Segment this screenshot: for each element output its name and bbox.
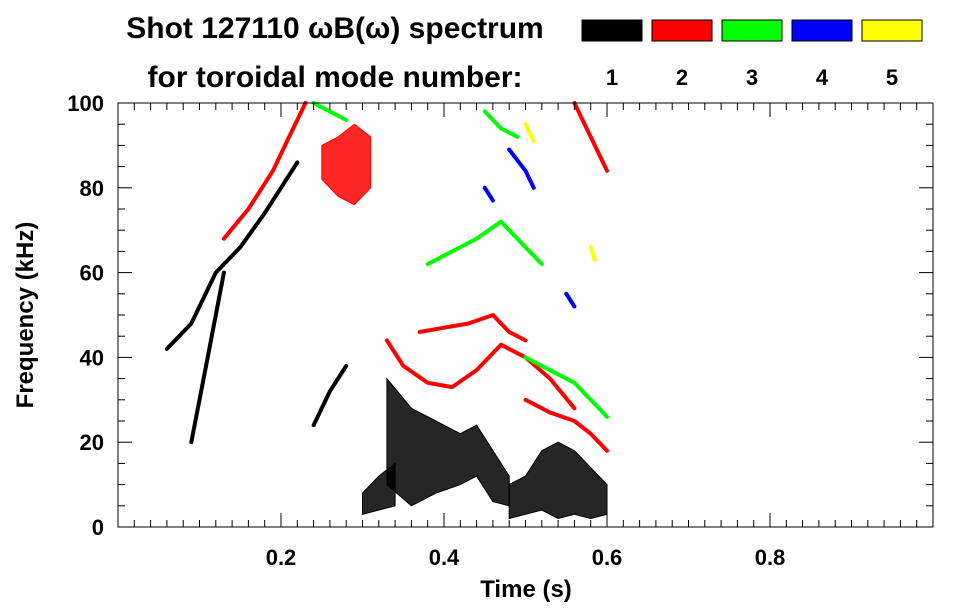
legend-label-mode-4: 4 — [816, 65, 829, 90]
mode-1-band-1 — [508, 441, 608, 520]
plot-frame — [117, 102, 934, 528]
x-tick-label: 0.2 — [266, 545, 297, 570]
series-mode-1 — [164, 160, 608, 520]
mode-1-band-0 — [386, 377, 510, 507]
mode-2-line-4 — [572, 101, 609, 173]
legend-swatch-mode-2 — [651, 19, 713, 42]
series-mode-5 — [523, 122, 597, 262]
mode-2-line-0 — [221, 101, 308, 241]
mode-1-band-2 — [362, 462, 396, 515]
y-tick-label: 60 — [80, 261, 104, 286]
mode-1-line-2 — [311, 363, 349, 428]
data-layer — [164, 101, 609, 520]
x-axis-title: Time (s) — [480, 576, 572, 603]
mode-1-line-1 — [189, 270, 226, 445]
y-tick-label: 20 — [80, 430, 104, 455]
legend-swatch-mode-4 — [791, 19, 853, 42]
y-tick-label: 80 — [80, 176, 104, 201]
mode-4-line-2 — [564, 291, 577, 309]
series-mode-3 — [311, 101, 609, 419]
chart-title-line1: Shot 127110 ωB(ω) spectrum — [126, 12, 543, 45]
mode-5-line-1 — [588, 245, 597, 262]
mode-4-line-0 — [507, 147, 536, 190]
x-tick-label: 0.8 — [755, 545, 786, 570]
axis-ticks: 0.2 0.4 0.6 0.8 0 20 40 60 80 100 — [67, 91, 933, 570]
series-mode-4 — [482, 147, 577, 309]
mode-3-line-3 — [523, 355, 609, 419]
legend-label-mode-2: 2 — [676, 65, 688, 90]
chart-title-line2: for toroidal mode number: — [148, 61, 523, 94]
legend-swatch-mode-3 — [721, 19, 783, 42]
x-tick-label: 0.4 — [429, 545, 460, 570]
mode-4-line-1 — [482, 185, 495, 203]
mode-3-line-1 — [482, 109, 520, 139]
legend-label-mode-3: 3 — [746, 65, 758, 90]
x-tick-label: 0.6 — [592, 545, 623, 570]
y-axis-title: Frequency (kHz) — [12, 222, 39, 409]
y-tick-label: 0 — [92, 515, 104, 540]
legend: 1 2 3 4 5 — [581, 19, 923, 90]
mode-2-line-3 — [523, 397, 609, 453]
mode-5-line-0 — [523, 122, 536, 144]
mode-3-line-0 — [425, 219, 544, 267]
y-tick-label: 100 — [67, 91, 104, 116]
legend-label-mode-1: 1 — [606, 65, 618, 90]
y-tick-label: 40 — [80, 345, 104, 370]
series-mode-2 — [221, 101, 609, 453]
legend-swatch-mode-5 — [861, 19, 923, 42]
mode-2-band-0 — [321, 123, 372, 206]
mode-2-line-1 — [384, 338, 577, 411]
mode-2-line-2 — [417, 313, 528, 343]
mode-1-line-0 — [164, 160, 300, 351]
legend-swatch-mode-1 — [581, 19, 643, 42]
mode-3-line-2 — [311, 101, 349, 122]
legend-label-mode-5: 5 — [886, 65, 898, 90]
